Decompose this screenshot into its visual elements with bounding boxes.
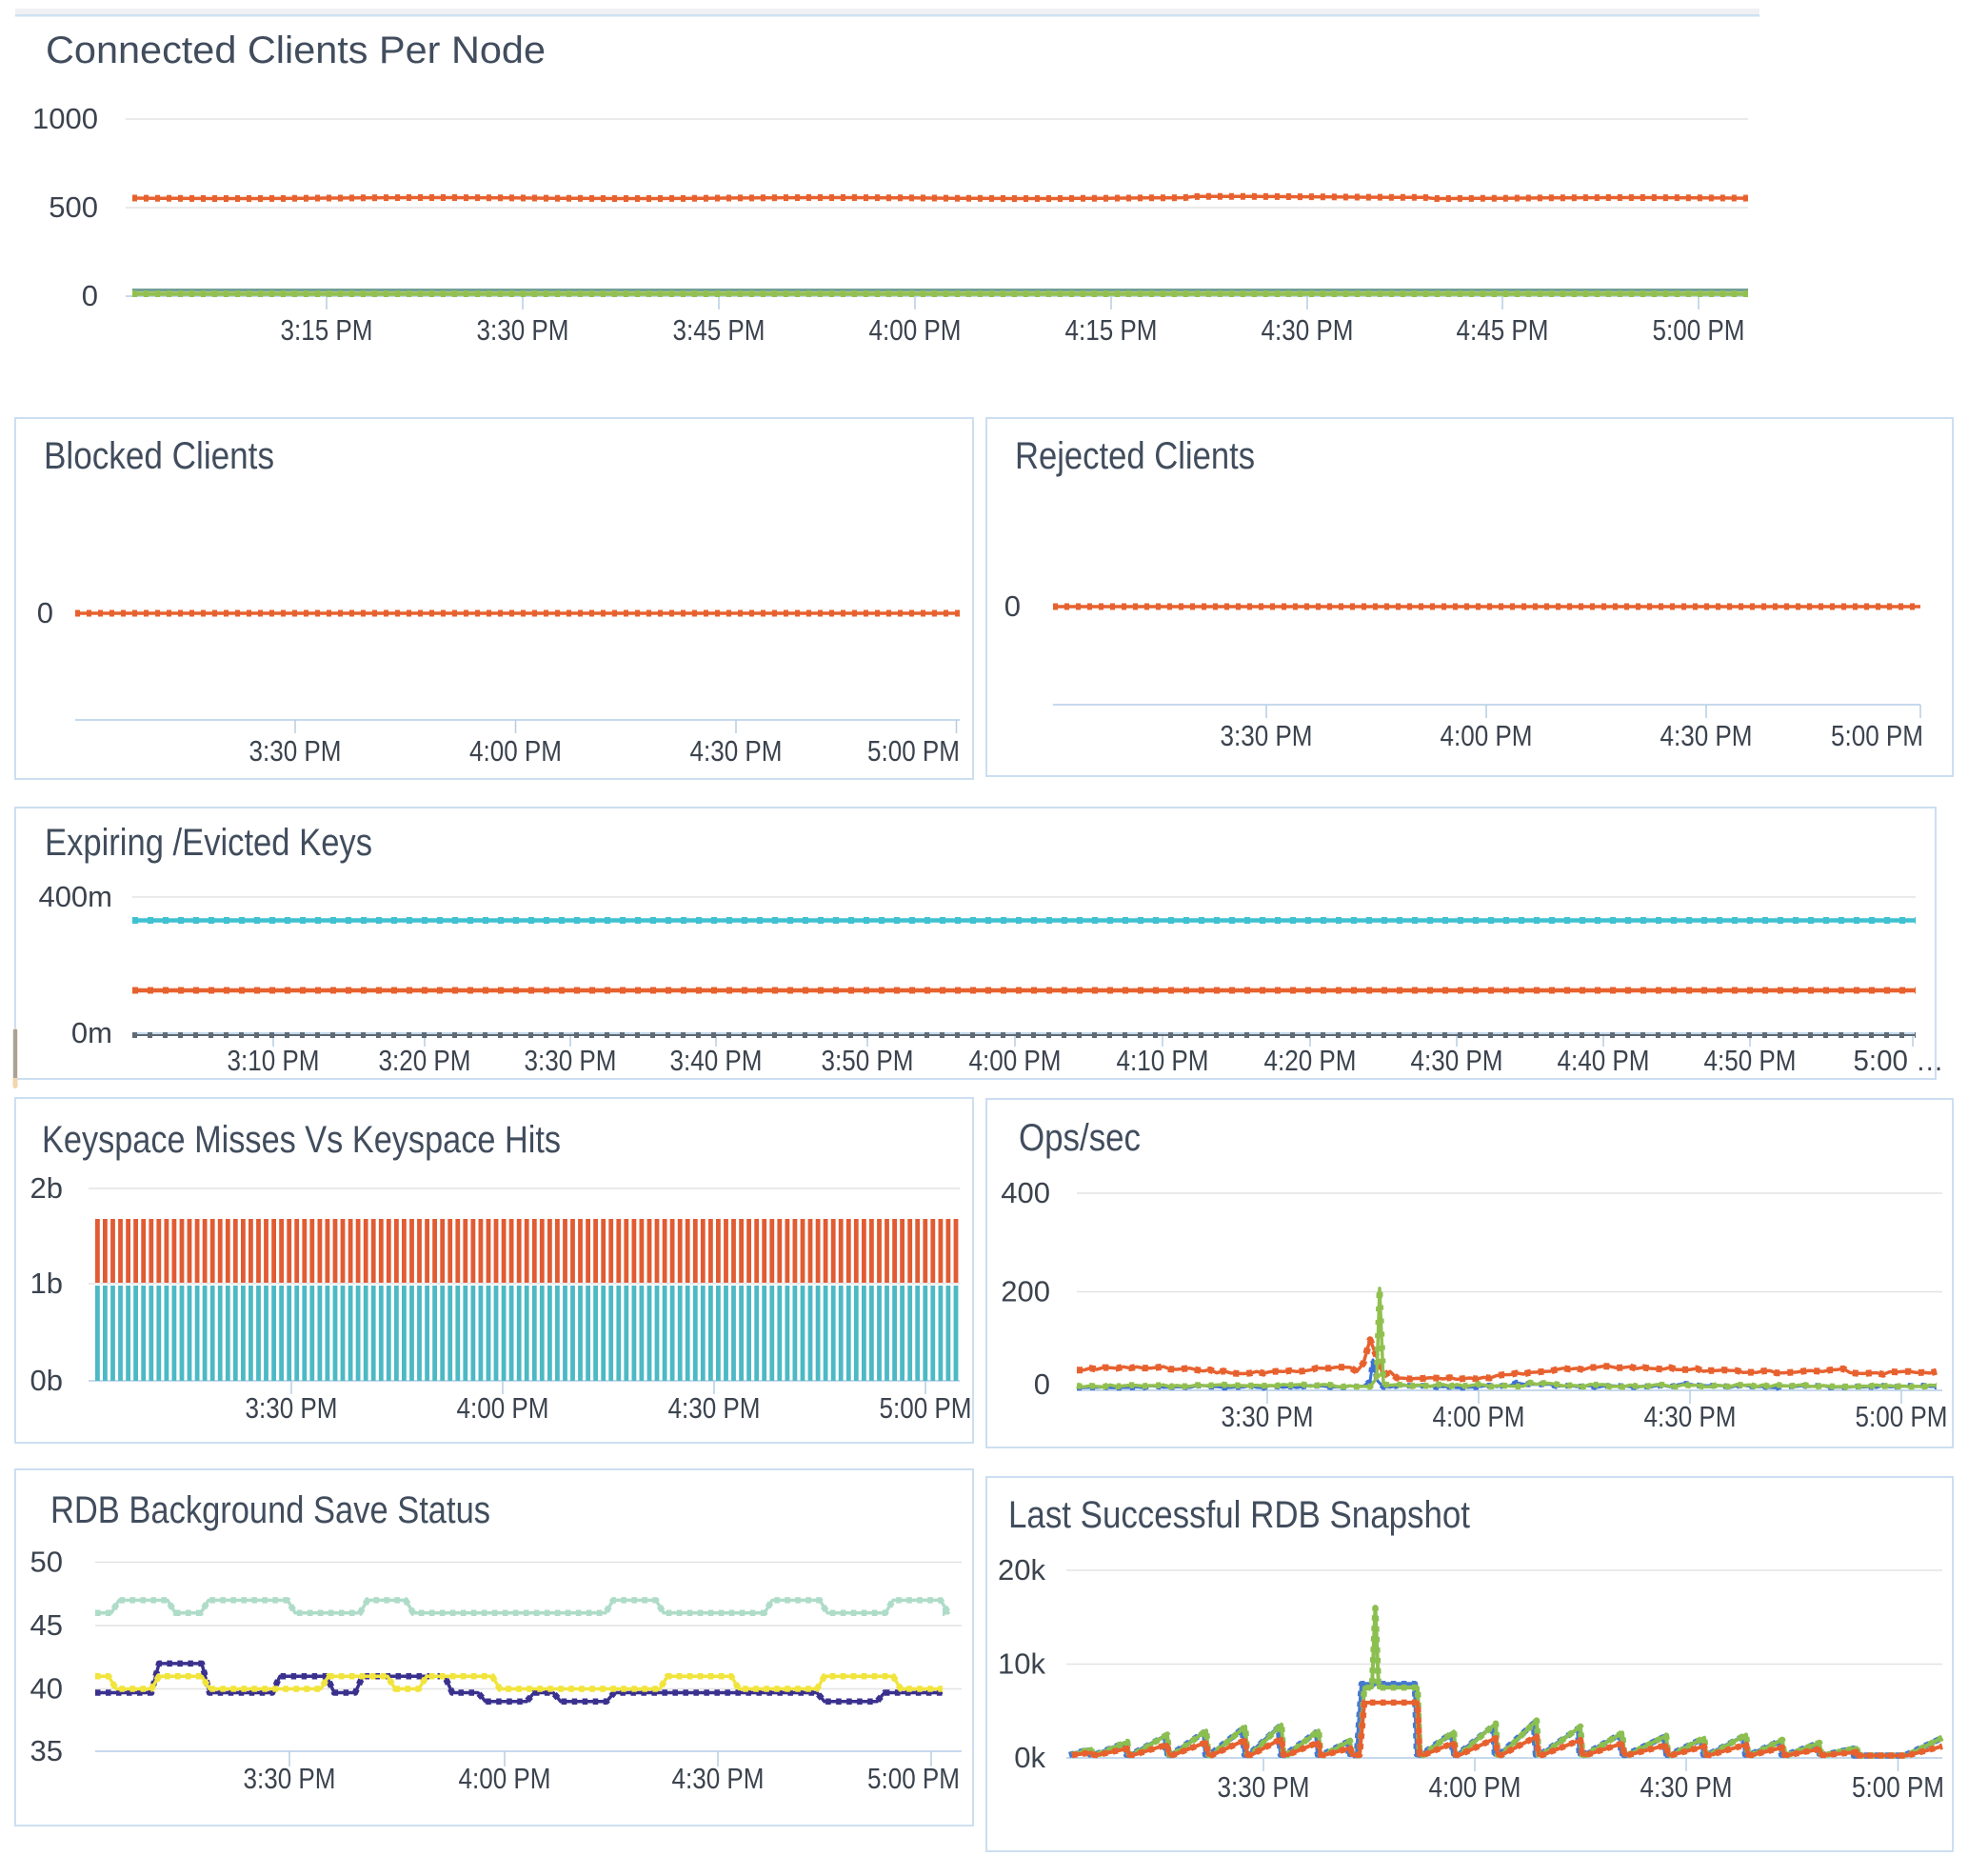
svg-text:5:00 PM: 5:00 PM (1856, 1400, 1948, 1433)
svg-text:4:45 PM: 4:45 PM (1457, 313, 1549, 347)
svg-text:0k: 0k (1014, 1741, 1045, 1774)
svg-text:3:30 PM: 3:30 PM (525, 1044, 617, 1077)
svg-text:3:30 PM: 3:30 PM (1218, 1770, 1310, 1804)
svg-text:3:20 PM: 3:20 PM (379, 1044, 471, 1077)
svg-text:3:10 PM: 3:10 PM (228, 1044, 320, 1077)
svg-text:3:30 PM: 3:30 PM (477, 313, 569, 347)
svg-text:4:00 PM: 4:00 PM (1433, 1400, 1525, 1433)
svg-text:4:30 PM: 4:30 PM (1411, 1044, 1503, 1077)
svg-text:5:00 PM: 5:00 PM (1653, 313, 1745, 347)
svg-text:4:20 PM: 4:20 PM (1264, 1044, 1357, 1077)
svg-text:5:00 PM: 5:00 PM (867, 734, 960, 768)
svg-text:200: 200 (1001, 1275, 1050, 1308)
svg-text:1000: 1000 (32, 102, 98, 135)
svg-text:5:00 PM: 5:00 PM (880, 1391, 972, 1425)
svg-text:3:40 PM: 3:40 PM (670, 1044, 763, 1077)
svg-text:4:10 PM: 4:10 PM (1117, 1044, 1209, 1077)
svg-text:0: 0 (1034, 1367, 1050, 1401)
svg-text:3:45 PM: 3:45 PM (673, 313, 765, 347)
svg-text:4:30 PM: 4:30 PM (690, 734, 783, 768)
svg-text:400m: 400m (38, 880, 112, 913)
svg-text:45: 45 (30, 1608, 63, 1642)
svg-text:4:00 PM: 4:00 PM (969, 1044, 1062, 1077)
svg-text:4:15 PM: 4:15 PM (1065, 313, 1158, 347)
svg-text:Ops/sec: Ops/sec (1019, 1117, 1141, 1159)
svg-text:5:00 PM: 5:00 PM (867, 1762, 960, 1795)
svg-text:0m: 0m (71, 1016, 112, 1049)
svg-text:0: 0 (1004, 589, 1021, 623)
svg-text:4:30 PM: 4:30 PM (1262, 313, 1354, 347)
svg-text:400: 400 (1001, 1176, 1050, 1209)
svg-text:20k: 20k (998, 1553, 1045, 1587)
svg-text:3:30 PM: 3:30 PM (244, 1762, 336, 1795)
svg-text:4:30 PM: 4:30 PM (1644, 1400, 1737, 1433)
svg-text:Connected Clients Per Node: Connected Clients Per Node (46, 30, 546, 71)
svg-text:50: 50 (30, 1546, 63, 1579)
svg-text:Blocked Clients: Blocked Clients (44, 435, 274, 477)
svg-text:4:00 PM: 4:00 PM (469, 734, 562, 768)
svg-text:4:00 PM: 4:00 PM (459, 1762, 551, 1795)
svg-text:Expiring /Evicted Keys: Expiring /Evicted Keys (45, 822, 372, 864)
svg-text:500: 500 (49, 190, 98, 224)
svg-text:3:30 PM: 3:30 PM (249, 734, 342, 768)
svg-text:4:30 PM: 4:30 PM (1640, 1770, 1733, 1804)
svg-text:5:00 PM: 5:00 PM (1852, 1770, 1944, 1804)
svg-text:5:00 PM: 5:00 PM (1831, 719, 1923, 752)
svg-text:Rejected Clients: Rejected Clients (1015, 435, 1255, 477)
svg-text:4:30 PM: 4:30 PM (668, 1391, 761, 1425)
svg-text:0b: 0b (30, 1364, 63, 1397)
svg-text:4:40 PM: 4:40 PM (1558, 1044, 1650, 1077)
svg-text:0: 0 (37, 596, 53, 629)
svg-text:3:30 PM: 3:30 PM (1222, 1400, 1314, 1433)
svg-text:3:30 PM: 3:30 PM (246, 1391, 338, 1425)
svg-text:10k: 10k (998, 1647, 1045, 1681)
svg-text:3:15 PM: 3:15 PM (281, 313, 373, 347)
svg-text:3:30 PM: 3:30 PM (1221, 719, 1313, 752)
svg-text:4:30 PM: 4:30 PM (1660, 719, 1753, 752)
svg-text:4:00 PM: 4:00 PM (1441, 719, 1533, 752)
svg-text:4:30 PM: 4:30 PM (672, 1762, 765, 1795)
svg-text:4:00 PM: 4:00 PM (457, 1391, 549, 1425)
svg-text:4:00 PM: 4:00 PM (869, 313, 962, 347)
svg-text:40: 40 (30, 1672, 63, 1706)
svg-text:Keyspace Misses Vs Keyspace Hi: Keyspace Misses Vs Keyspace Hits (42, 1119, 561, 1161)
svg-text:RDB Background Save Status: RDB Background Save Status (50, 1489, 490, 1531)
svg-text:3:50 PM: 3:50 PM (822, 1044, 914, 1077)
svg-text:1b: 1b (30, 1267, 63, 1300)
svg-text:4:00 PM: 4:00 PM (1429, 1770, 1521, 1804)
svg-text:2b: 2b (30, 1171, 63, 1205)
svg-text:0: 0 (82, 279, 98, 312)
svg-text:4:50 PM: 4:50 PM (1704, 1044, 1797, 1077)
svg-text:35: 35 (30, 1734, 63, 1767)
svg-text:Last Successful RDB Snapshot: Last Successful RDB Snapshot (1008, 1494, 1470, 1536)
svg-text:5:00 …: 5:00 … (1854, 1044, 1944, 1077)
